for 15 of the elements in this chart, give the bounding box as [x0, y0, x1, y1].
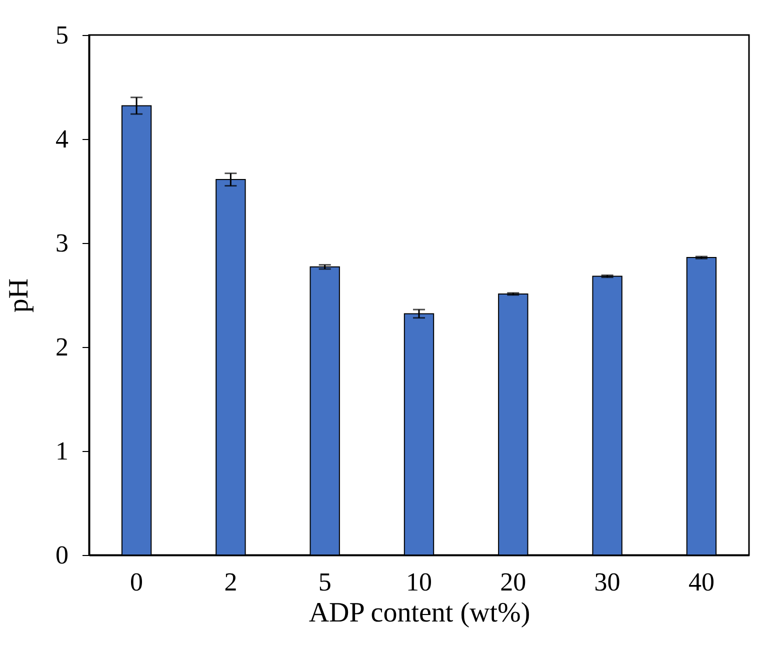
- x-tick-label: 30: [594, 568, 620, 596]
- y-tick-label: 1: [56, 436, 68, 466]
- x-tick-label: 0: [130, 568, 144, 596]
- x-tick-label: 2: [224, 568, 238, 596]
- x-tick-label: 40: [688, 568, 714, 596]
- x-tick-label: 20: [500, 568, 526, 596]
- y-tick-label: 4: [56, 124, 68, 154]
- y-tick-label: 5: [56, 20, 68, 50]
- y-axis-title: pH: [4, 278, 34, 313]
- y-tick-label: 2: [56, 332, 68, 362]
- x-tick-label: 5: [318, 568, 332, 596]
- y-tick-label: 3: [56, 228, 68, 258]
- y-tick-label: 0: [56, 540, 68, 570]
- x-tick-label: 10: [406, 568, 432, 596]
- x-axis-title: ADP content (wt%): [308, 598, 530, 628]
